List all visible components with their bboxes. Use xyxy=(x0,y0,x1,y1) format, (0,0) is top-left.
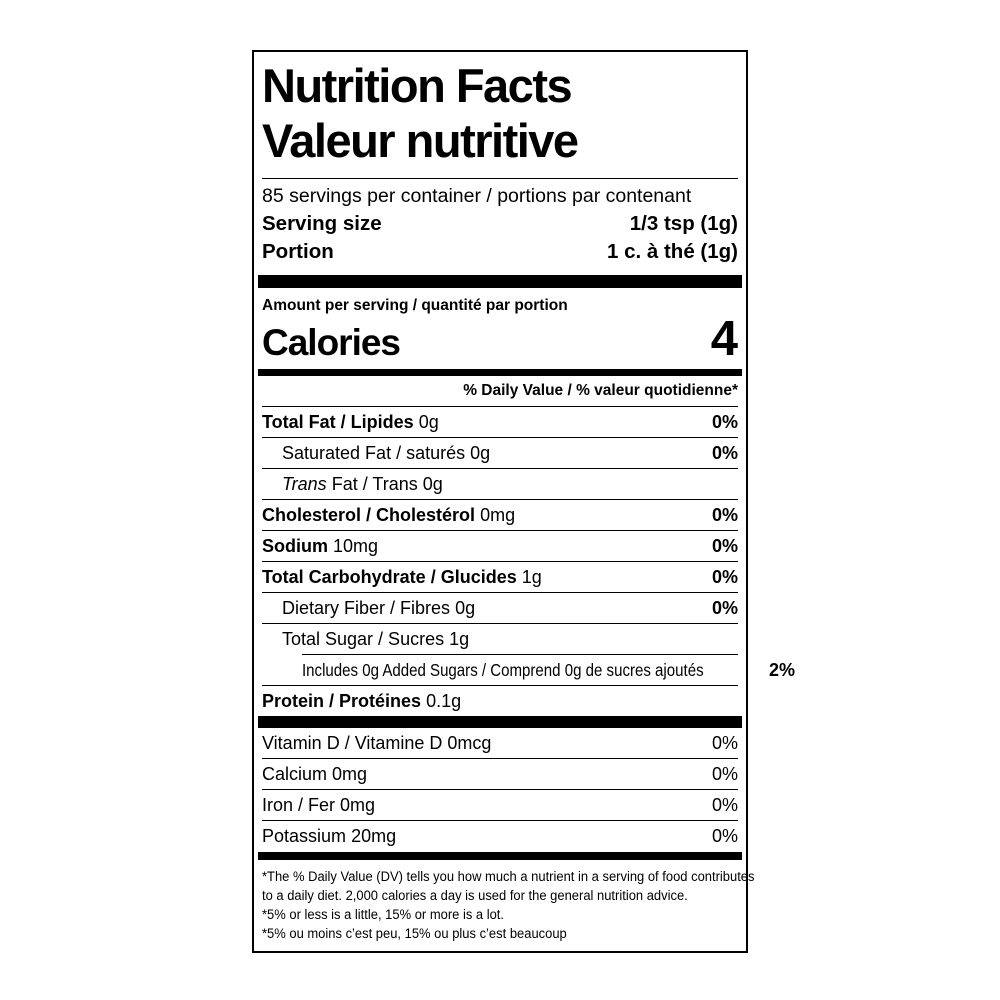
amount-per-serving-label: Amount per serving / quantité par portio… xyxy=(262,297,568,314)
thick-separator-bar-top xyxy=(258,275,742,288)
title-french: Valeur nutritive xyxy=(262,114,579,167)
micronutrient-amount: 0mg xyxy=(340,795,376,815)
nutrient-amount: 1g xyxy=(449,629,470,649)
servings-per-container: 85 servings per container / portions par… xyxy=(262,185,692,207)
nutrient-dv: 2% xyxy=(768,660,795,680)
nutrient-row-dietary-fiber: Dietary Fiber / Fibres 0g 0% xyxy=(262,593,738,624)
nutrient-amount: 0g xyxy=(455,598,476,618)
nutrient-dv: 0% xyxy=(711,412,738,432)
footnote-line: *The % Daily Value (DV) tells you how mu… xyxy=(262,869,755,884)
nutrient-amount: 1g xyxy=(521,567,542,587)
nutrient-dv: 0% xyxy=(711,443,738,463)
nutrient-name: Includes 0g Added Sugars / Comprend 0g d… xyxy=(302,660,704,680)
nutrient-name: Total Sugar / Sucres xyxy=(282,629,445,649)
nutrient-amount: 0g xyxy=(470,443,491,463)
portion-label: Portion xyxy=(262,240,334,263)
nutrient-name: Sodium xyxy=(262,536,328,556)
nutrient-amount: 0mg xyxy=(480,505,516,525)
micronutrient-row-calcium: Calcium 0mg 0% xyxy=(262,759,738,790)
calories-label: Calories xyxy=(262,322,401,363)
nutrient-dv: 0% xyxy=(711,567,738,587)
nutrient-row-saturated-fat: Saturated Fat / saturés 0g 0% xyxy=(262,438,738,469)
portion-row: Portion 1 c. à thé (1g) xyxy=(262,238,738,266)
micronutrient-amount: 0mg xyxy=(332,764,368,784)
nutrient-row-cholesterol: Cholesterol / Cholestérol 0mg 0% xyxy=(262,500,738,531)
nutrient-name: Cholesterol / Cholestérol xyxy=(262,505,476,525)
nutrient-amount: 0.1g xyxy=(426,691,462,711)
daily-value-header: % Daily Value / % valeur quotidienne* xyxy=(463,382,738,399)
micronutrient-name: Vitamin D / Vitamine D xyxy=(262,733,443,753)
micronutrient-rows: Vitamin D / Vitamine D 0mcg 0% Calcium 0… xyxy=(262,728,738,851)
micronutrient-dv: 0% xyxy=(711,733,738,753)
nutrient-dv: 0% xyxy=(711,598,738,618)
nutrient-dv: 0% xyxy=(711,536,738,556)
nutrient-rows: Total Fat / Lipides 0g 0% Saturated Fat … xyxy=(262,406,795,716)
nutrient-row-total-fat: Total Fat / Lipides 0g 0% xyxy=(262,407,738,438)
calories-value: 4 xyxy=(710,312,738,366)
nutrient-amount: 0g xyxy=(418,412,439,432)
micronutrient-name: Iron / Fer xyxy=(262,795,336,815)
nutrient-name-italic: Trans xyxy=(282,474,327,494)
micronutrient-name: Potassium xyxy=(262,826,347,846)
nutrient-name: Protein / Protéines xyxy=(262,691,422,711)
micronutrient-name: Calcium xyxy=(262,764,328,784)
nutrient-amount: 10mg xyxy=(333,536,379,556)
footnote: *The % Daily Value (DV) tells you how mu… xyxy=(262,867,755,943)
serving-size-value: 1/3 tsp (1g) xyxy=(629,212,738,235)
nutrient-row-sodium: Sodium 10mg 0% xyxy=(262,531,738,562)
micronutrient-dv: 0% xyxy=(711,795,738,815)
nutrient-name: Saturated Fat / saturés xyxy=(282,443,466,463)
thick-separator-bar-middle xyxy=(258,716,742,728)
nutrient-row-protein: Protein / Protéines 0.1g xyxy=(262,686,738,716)
footnote-line: to a daily diet. 2,000 calories a day is… xyxy=(262,888,688,903)
nutrient-name: Fat / Trans xyxy=(331,474,418,494)
serving-size-row: Serving size 1/3 tsp (1g) xyxy=(262,210,738,238)
calories-row: Calories 4 xyxy=(262,312,738,366)
nutrient-name: Total Carbohydrate / Glucides xyxy=(262,567,517,587)
micronutrient-amount: 20mg xyxy=(351,826,397,846)
title-english: Nutrition Facts xyxy=(262,59,573,112)
serving-size-label: Serving size xyxy=(262,212,382,235)
micronutrient-dv: 0% xyxy=(711,826,738,846)
micronutrient-row-vitamin-d: Vitamin D / Vitamine D 0mcg 0% xyxy=(262,728,738,759)
nutrient-row-total-sugar: Total Sugar / Sucres 1g xyxy=(262,624,738,654)
micronutrient-amount: 0mcg xyxy=(447,733,492,753)
medium-separator-bar xyxy=(258,369,742,376)
nutrient-amount: 0g xyxy=(422,474,443,494)
nutrient-row-added-sugars: Includes 0g Added Sugars / Comprend 0g d… xyxy=(262,655,795,686)
portion-value: 1 c. à thé (1g) xyxy=(606,240,738,263)
nutrient-name: Dietary Fiber / Fibres xyxy=(282,598,451,618)
micronutrient-dv: 0% xyxy=(711,764,738,784)
nutrition-facts-label: Nutrition Facts Valeur nutritive 85 serv… xyxy=(252,50,795,953)
micronutrient-row-iron: Iron / Fer 0mg 0% xyxy=(262,790,738,821)
micronutrient-row-potassium: Potassium 20mg 0% xyxy=(262,821,738,851)
indented-separator xyxy=(302,654,738,655)
nutrient-row-trans-fat: Trans Fat / Trans 0g xyxy=(262,469,738,500)
thick-separator-bar-bottom xyxy=(258,852,742,860)
divider-under-title xyxy=(262,178,738,179)
nutrient-dv: 0% xyxy=(711,505,738,525)
footnote-line: *5% or less is a little, 15% or more is … xyxy=(262,907,505,922)
footnote-line: *5% ou moins c’est peu, 15% ou plus c’es… xyxy=(262,926,567,941)
nutrient-row-total-carbohydrate: Total Carbohydrate / Glucides 1g 0% xyxy=(262,562,738,593)
nutrient-name: Total Fat / Lipides xyxy=(262,412,414,432)
